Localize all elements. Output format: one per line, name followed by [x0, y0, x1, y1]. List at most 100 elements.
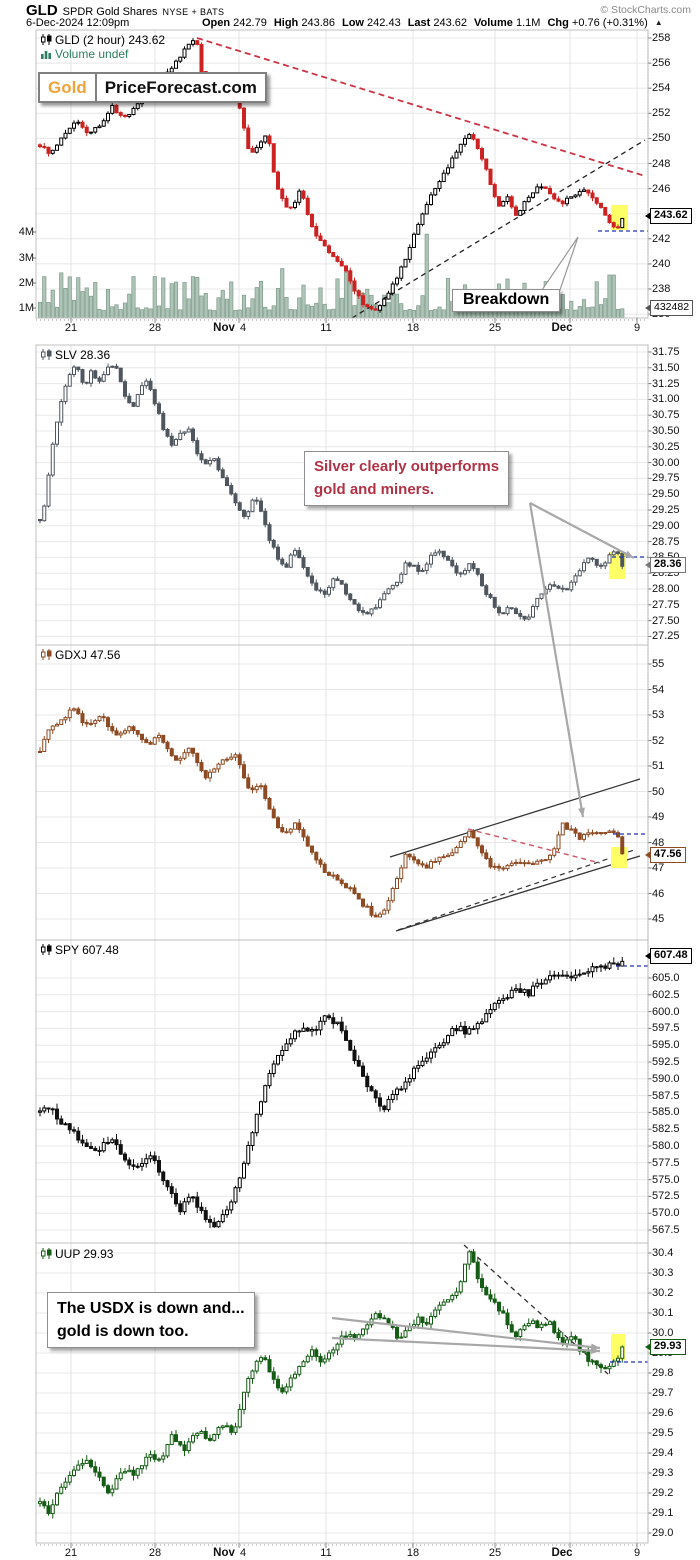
- x-axis-label: 11: [320, 322, 332, 334]
- y-axis-label: 580.0: [652, 1140, 680, 1152]
- y-axis-label: 27.50: [652, 614, 680, 627]
- y-axis-label: 600.0: [652, 1005, 680, 1018]
- ticker-name: SPDR Gold Shares: [62, 6, 158, 18]
- x-axis-label: 9: [633, 1547, 641, 1559]
- y-axis-label: 585.0: [652, 1106, 680, 1119]
- quote-field-label: Volume: [474, 16, 513, 29]
- quote-field-value: +0.76 (+0.31%): [568, 16, 648, 29]
- panel-subtitle-volume: Volume undef: [40, 47, 128, 61]
- panel-title-gld: GLD (2 hour) 243.62: [40, 33, 165, 47]
- quote-field-label: Last: [407, 16, 431, 29]
- candlestick-icon: [41, 1248, 52, 1259]
- y-axis-label: 577.5: [652, 1156, 680, 1169]
- y-axis-label: 592.5: [652, 1056, 680, 1068]
- y-axis-label: 54: [652, 683, 665, 696]
- breakdown-text: Breakdown: [463, 291, 550, 308]
- y-axis-label: 258: [652, 32, 671, 44]
- y-axis-label: 31.00: [652, 393, 680, 406]
- y-axis-label: 29.5: [652, 1427, 674, 1439]
- y-axis-label: 254: [652, 82, 671, 95]
- quote-field-label: High: [273, 16, 299, 29]
- y-axis-label: 27.75: [652, 598, 680, 611]
- breakdown-annotation: Breakdown: [452, 289, 561, 312]
- y-axis-label: 248: [652, 157, 671, 170]
- y-axis-label: 246: [652, 182, 671, 195]
- candlesticks: [38, 706, 625, 918]
- x-axis-label: 25: [488, 322, 502, 334]
- quote-field-value: 243.62: [430, 16, 468, 29]
- volume-axis-label: 2M: [18, 277, 34, 289]
- x-axis-label: 11: [320, 1547, 332, 1559]
- quote-field-label: Low: [341, 16, 364, 29]
- candlestick-icon: [41, 349, 52, 360]
- y-axis-label: 572.5: [652, 1190, 680, 1203]
- y-axis-label: 30.4: [652, 1247, 674, 1259]
- x-axis-label: Dec: [551, 1547, 573, 1559]
- y-axis-label: 30.75: [652, 409, 680, 422]
- y-axis-label: 27.25: [652, 630, 680, 643]
- y-axis-label: 602.5: [652, 988, 680, 1001]
- x-axis-label: Nov: [213, 1547, 235, 1559]
- logo-gold-word: Gold: [40, 74, 97, 101]
- x-axis-label: 4: [239, 1547, 247, 1559]
- panel-title-text: GDXJ 47.56: [55, 648, 121, 662]
- y-axis-label: 31.75: [652, 346, 680, 358]
- y-axis-label: 30.25: [652, 440, 680, 453]
- y-axis-label: 250: [652, 132, 671, 145]
- quote-field-label: Open: [202, 16, 231, 29]
- panel-title-text: SPY 607.48: [55, 943, 119, 957]
- y-axis-label: 53: [652, 709, 665, 721]
- silver-note-line2: gold and miners.: [314, 480, 435, 498]
- y-axis-label: 28.00: [652, 583, 680, 595]
- y-axis-label: 29.4: [652, 1447, 674, 1459]
- y-axis-label: 597.5: [652, 1022, 680, 1035]
- quote-fields: Open 242.79 High 243.86 Low 242.43 Last 243…: [202, 17, 663, 29]
- y-axis-label: 55: [652, 658, 665, 670]
- volume-axis-label: 3M: [18, 252, 34, 264]
- ticker-symbol: GLD: [26, 2, 58, 19]
- y-axis-label: 49: [652, 811, 665, 823]
- y-axis-label: 29.50: [652, 488, 680, 501]
- y-axis-label: 51: [652, 760, 665, 772]
- chart-datetime: 6-Dec-2024 12:09pm: [26, 16, 130, 29]
- y-axis-label: 590.0: [652, 1072, 680, 1085]
- volume-axis-label: 1M: [18, 302, 34, 314]
- volume-axis-label: 4M: [18, 226, 34, 238]
- y-axis-label: 29.00: [652, 519, 680, 532]
- volume-callout: 432482: [644, 300, 694, 316]
- exchange-label: NYSE + BATS: [162, 7, 225, 17]
- x-axis-label: 9: [633, 322, 641, 334]
- y-axis-label: 31.50: [652, 361, 680, 374]
- panel-title-text: GLD (2 hour) 243.62: [55, 33, 166, 47]
- candlesticks: [38, 363, 625, 621]
- x-axis-label: 18: [406, 322, 420, 334]
- panel-spy-plot: [35, 939, 652, 1244]
- candlesticks: [38, 1249, 625, 1519]
- x-axis-label: 4: [239, 322, 247, 334]
- price-callout-gdxj: 47.56: [645, 847, 686, 863]
- panel-subtitle-text: Volume undef: [55, 47, 129, 61]
- y-axis-label: 582.5: [652, 1123, 680, 1136]
- quote-summary-row: 6-Dec-2024 12:09pm Open 242.79 High 243.86…: [26, 17, 686, 29]
- y-axis-label: 29.1: [652, 1507, 674, 1519]
- price-callout-gld: 243.62: [645, 208, 692, 224]
- y-axis-label: 30.50: [652, 425, 680, 437]
- silver-outperforms-annotation: Silver clearly outperforms gold and mine…: [304, 451, 510, 506]
- y-axis-label: 30.1: [652, 1307, 674, 1319]
- usdx-down-annotation: The USDX is down and... gold is down too…: [47, 1292, 255, 1349]
- candlestick-icon: [41, 944, 52, 955]
- y-axis-label: 29.75: [652, 472, 680, 485]
- usdx-note-line2: gold is down too.: [57, 1323, 189, 1341]
- y-axis-label: 252: [652, 107, 671, 120]
- y-axis-label: 570.0: [652, 1207, 680, 1220]
- panel-gdxj-plot: [35, 644, 652, 941]
- y-axis-label: 256: [652, 57, 671, 70]
- annotation-pointer-arrowhead: [578, 807, 585, 817]
- y-axis-label: 52: [652, 734, 665, 747]
- panel-uup-plot: [35, 1242, 652, 1544]
- candlestick-icon: [41, 34, 52, 45]
- price-callout-uup: 29.93: [645, 1339, 686, 1355]
- annotation-pointer-line: [331, 1336, 601, 1353]
